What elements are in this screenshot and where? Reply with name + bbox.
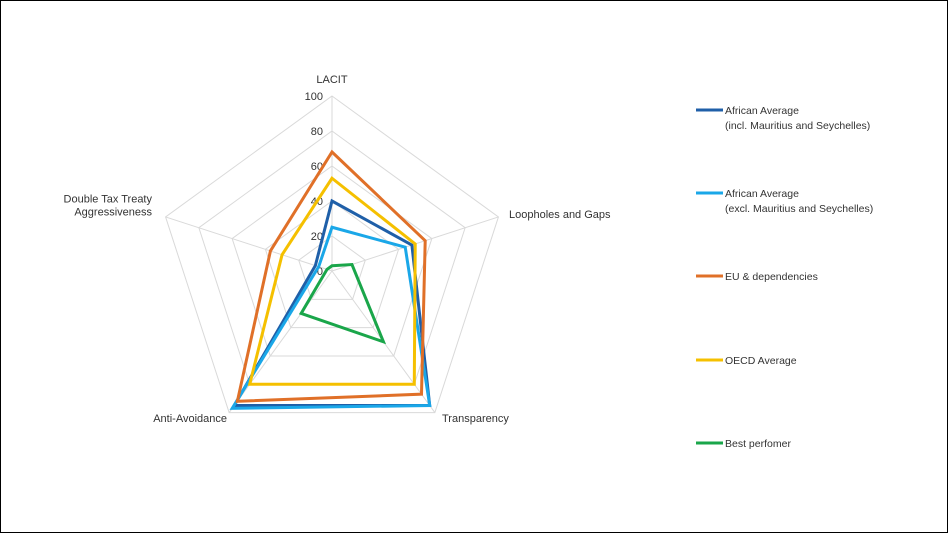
axis-label: Double Tax Treaty — [64, 194, 153, 206]
legend-label: (excl. Mauritius and Seychelles) — [725, 203, 873, 215]
grid-spoke — [165, 216, 333, 272]
legend: African Average (incl. Mauritius and Seyc… — [696, 105, 873, 450]
axis-label: Transparency — [442, 413, 509, 425]
legend-label: (incl. Mauritius and Seychelles) — [725, 120, 870, 132]
series-line — [235, 149, 427, 403]
series-lines — [229, 149, 432, 410]
grid-ring — [231, 165, 433, 357]
axis-labels: LACIT Loopholes and Gaps Transparency Anti-… — [64, 74, 611, 425]
radial-tick-label: 80 — [311, 126, 323, 138]
radar-grid — [164, 95, 500, 414]
legend-label: African Average — [725, 105, 799, 117]
axis-label: Aggressiveness — [74, 207, 152, 219]
axis-label: Anti-Avoidance — [153, 413, 227, 425]
radial-tick-label: 0 — [317, 266, 323, 278]
legend-label: Best perfomer — [725, 438, 791, 450]
series-line — [298, 262, 387, 345]
axis-label: LACIT — [316, 74, 347, 86]
grid-ring — [298, 235, 366, 300]
legend-label: EU & dependencies — [725, 271, 818, 283]
radial-tick-label: 100 — [305, 91, 323, 103]
axis-label: Loopholes and Gaps — [509, 209, 611, 221]
grid-ring — [164, 95, 500, 414]
grid-spoke — [228, 270, 333, 413]
legend-label: African Average — [725, 188, 799, 200]
series-line — [229, 225, 432, 410]
legend-label: OECD Average — [725, 355, 797, 367]
radial-tick-label: 20 — [311, 231, 323, 243]
series-line — [247, 176, 417, 386]
